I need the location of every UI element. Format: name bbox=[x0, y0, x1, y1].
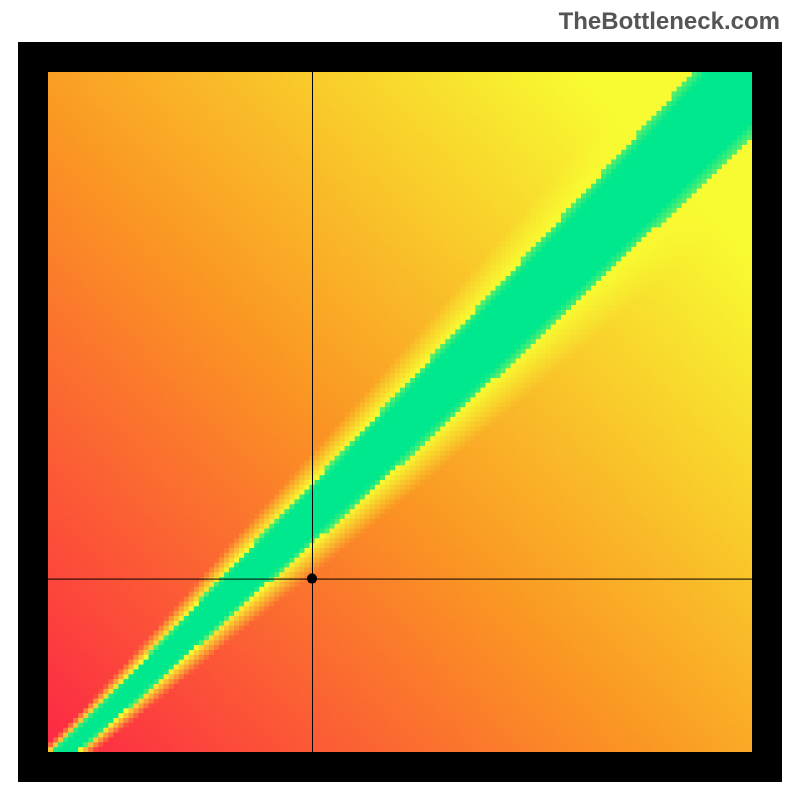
bottleneck-heatmap bbox=[48, 72, 752, 752]
watermark-text: TheBottleneck.com bbox=[559, 8, 780, 36]
plot-frame bbox=[18, 42, 782, 782]
